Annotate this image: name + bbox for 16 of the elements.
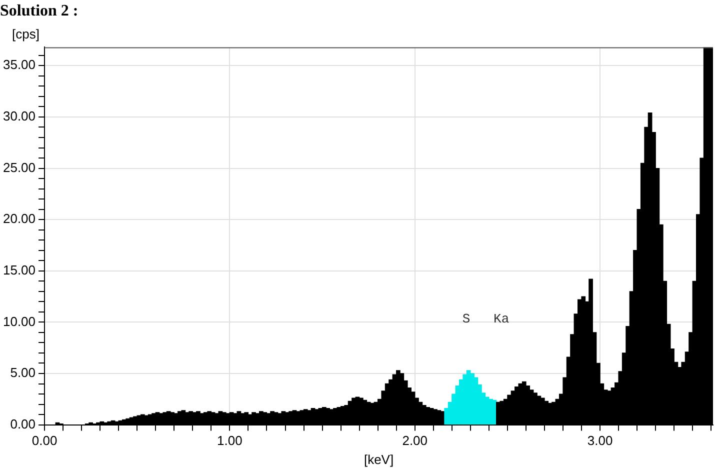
y-axis-title: [cps] [12,26,40,42]
y-tick-label: 30.00 [2,108,36,124]
annotation: S Ka [462,312,510,327]
x-tick-label: 2.00 [402,433,428,448]
x-tick-label: 0.00 [32,433,58,448]
chart-title: Solution 2 : [0,2,78,20]
y-tick-label: 5.00 [10,365,36,380]
x-tick-label: 3.00 [587,433,613,448]
y-tick-label: 15.00 [2,262,36,278]
y-tick-label: 10.00 [2,314,36,329]
y-tick-label: 20.00 [2,211,36,226]
y-tick-label: 0.00 [10,416,36,432]
x-tick-label: 1.00 [217,433,242,448]
x-axis-title: [keV] [364,452,394,467]
y-tick-label: 25.00 [2,160,36,175]
y-tick-label: 35.00 [2,57,36,72]
